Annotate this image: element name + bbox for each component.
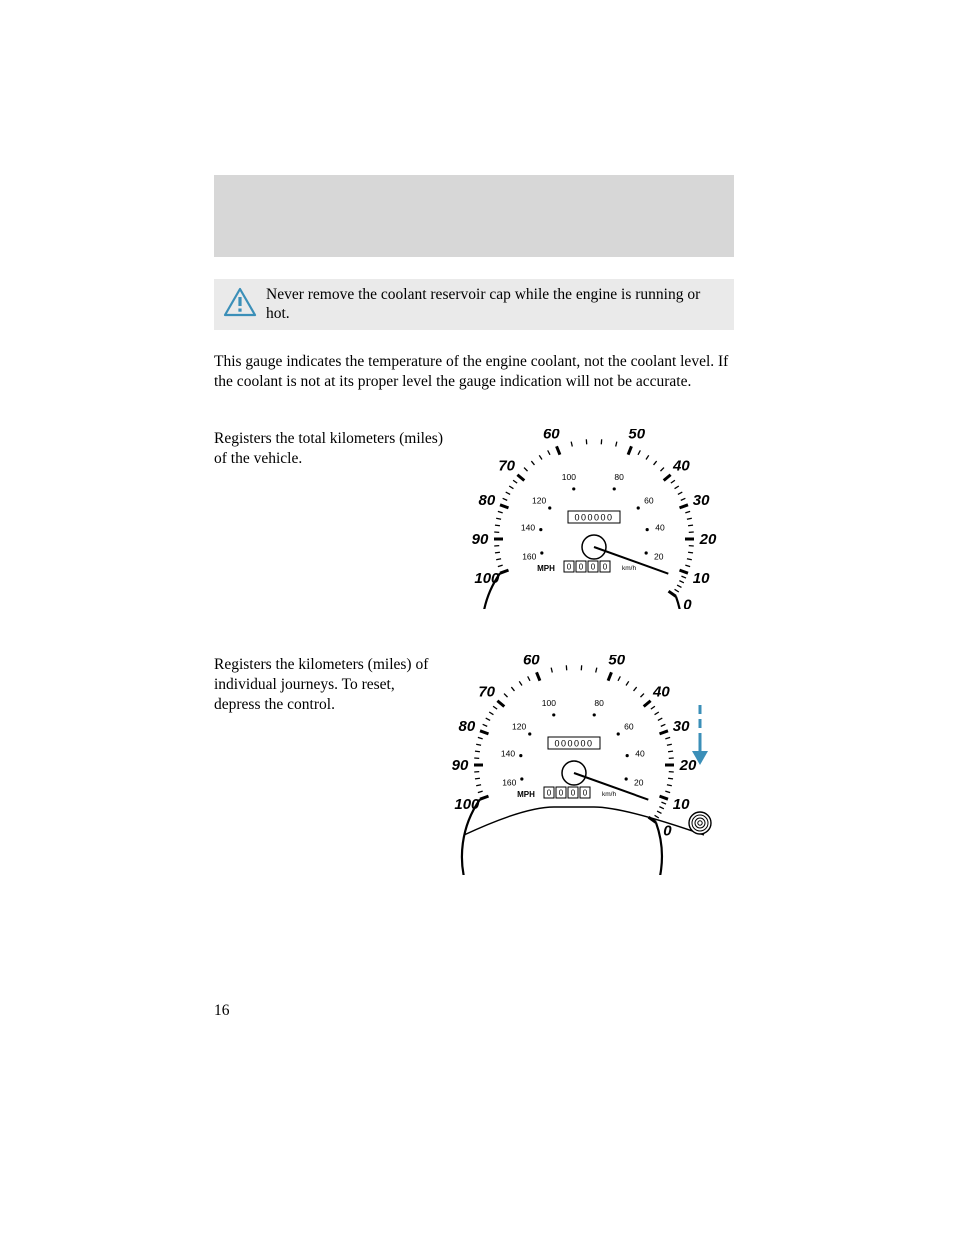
svg-text:50: 50 [628, 429, 645, 442]
svg-text:0: 0 [567, 563, 572, 572]
svg-text:0: 0 [683, 597, 692, 610]
svg-text:40: 40 [655, 523, 665, 533]
svg-text:160: 160 [522, 552, 536, 562]
svg-text:10: 10 [673, 796, 690, 813]
page-number: 16 [214, 1002, 230, 1020]
odometer-text: Registers the total kilometers (miles) o… [214, 429, 449, 469]
header-band [214, 175, 734, 257]
svg-text:80: 80 [459, 718, 476, 735]
svg-text:MPH: MPH [537, 564, 555, 573]
trip-section: Registers the kilometers (miles) of indi… [214, 655, 734, 875]
svg-text:120: 120 [532, 496, 546, 506]
svg-text:50: 50 [608, 655, 625, 668]
svg-text:40: 40 [635, 749, 645, 759]
svg-text:20: 20 [654, 552, 664, 562]
svg-text:0: 0 [579, 563, 584, 572]
svg-text:140: 140 [521, 523, 535, 533]
svg-text:0: 0 [583, 789, 588, 798]
svg-text:100: 100 [454, 796, 480, 813]
odometer-section: Registers the total kilometers (miles) o… [214, 429, 734, 609]
svg-text:40: 40 [672, 458, 690, 475]
warning-icon [220, 285, 260, 317]
svg-text:000000: 000000 [574, 513, 613, 523]
svg-text:10: 10 [693, 570, 710, 587]
svg-text:120: 120 [512, 722, 526, 732]
svg-text:30: 30 [673, 718, 690, 735]
svg-text:0: 0 [603, 563, 608, 572]
svg-text:0: 0 [547, 789, 552, 798]
svg-text:100: 100 [542, 698, 556, 708]
svg-text:40: 40 [652, 684, 670, 701]
svg-text:100: 100 [562, 472, 576, 482]
svg-text:000000: 000000 [554, 739, 593, 749]
svg-text:0: 0 [571, 789, 576, 798]
trip-text: Registers the kilometers (miles) of indi… [214, 655, 444, 714]
svg-text:km/h: km/h [602, 791, 616, 798]
svg-text:140: 140 [501, 749, 515, 759]
svg-text:80: 80 [594, 698, 604, 708]
svg-text:20: 20 [699, 531, 717, 548]
svg-text:60: 60 [624, 722, 634, 732]
svg-text:20: 20 [634, 778, 644, 788]
svg-text:70: 70 [498, 458, 515, 475]
svg-text:0: 0 [591, 563, 596, 572]
svg-text:0: 0 [559, 789, 564, 798]
svg-text:0: 0 [663, 823, 672, 840]
warning-callout: Never remove the coolant reservoir cap w… [214, 279, 734, 330]
svg-text:80: 80 [614, 472, 624, 482]
svg-text:20: 20 [679, 757, 697, 774]
svg-text:160: 160 [502, 778, 516, 788]
svg-text:90: 90 [452, 757, 469, 774]
svg-text:90: 90 [472, 531, 489, 548]
svg-text:100: 100 [474, 570, 500, 587]
trip-gauge: 0102030405060708090100204060801001201401… [444, 655, 734, 875]
svg-text:60: 60 [523, 655, 540, 668]
svg-text:km/h: km/h [622, 565, 636, 572]
svg-text:60: 60 [543, 429, 560, 442]
warning-text: Never remove the coolant reservoir cap w… [260, 285, 724, 324]
svg-text:60: 60 [644, 496, 654, 506]
coolant-paragraph: This gauge indicates the temperature of … [214, 352, 734, 392]
svg-text:80: 80 [479, 492, 496, 509]
svg-text:30: 30 [693, 492, 710, 509]
odometer-gauge: 0102030405060708090100204060801001201401… [449, 429, 734, 609]
svg-text:70: 70 [478, 684, 495, 701]
svg-text:MPH: MPH [517, 790, 535, 799]
